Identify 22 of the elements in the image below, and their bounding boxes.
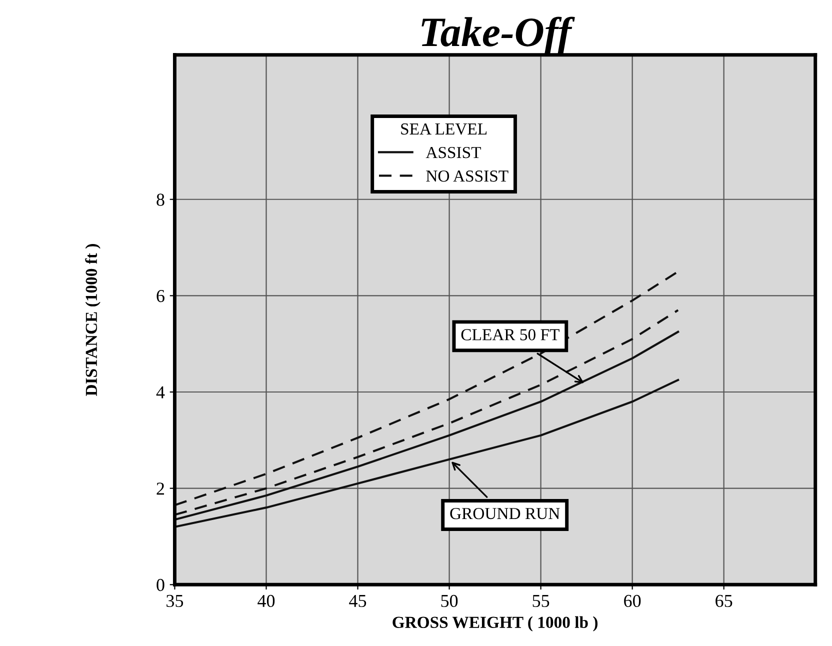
annotation: CLEAR 50 FT [461,329,560,340]
y-axis-title: DISTANCE (1000 ft ) [85,244,100,396]
line-series [174,270,680,506]
x-tick-label: 35 [166,594,184,608]
x-tick-label: 55 [532,595,550,608]
y-tick-label: 6 [156,290,164,302]
annotation: GROUND RUN [450,508,560,520]
x-axis-title: GROSS WEIGHT ( 1000 lb ) [392,616,598,632]
legend-label: NO ASSIST [426,170,508,182]
y-tick-label: 4 [156,386,165,398]
x-tick-label: 50 [441,594,458,608]
x-tick-label: 60 [624,594,641,608]
chart-title: Take-Off [422,16,575,55]
y-tick-label: 8 [156,194,164,206]
y-tick-label: 2 [156,482,164,495]
legend-title: SEA LEVEL [401,123,487,135]
x-tick-label: 45 [349,594,366,608]
y-tick-label: 0 [156,578,164,592]
line-series [174,378,680,528]
legend-label: ASSIST [426,146,481,158]
x-tick-label: 65 [716,594,732,608]
x-tick-label: 40 [258,594,275,608]
